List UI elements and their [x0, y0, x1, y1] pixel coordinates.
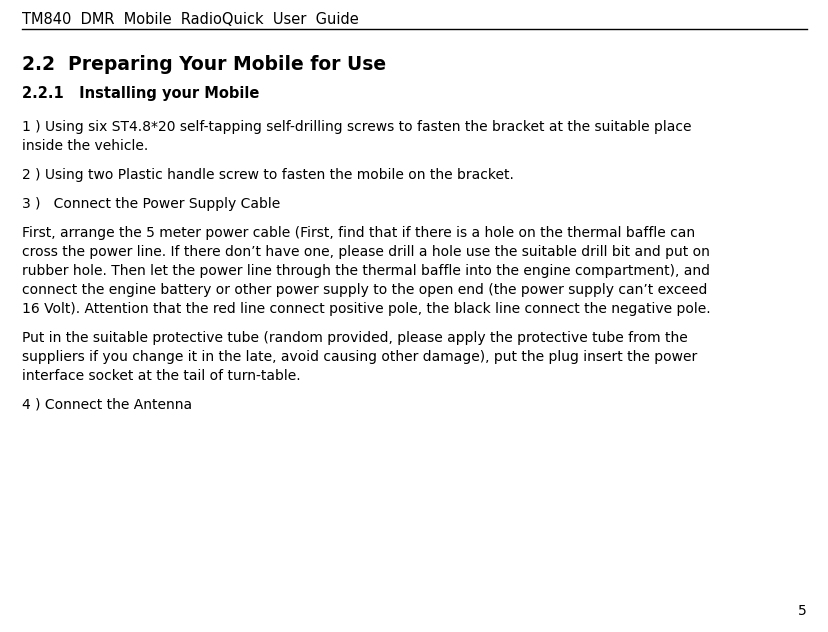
Text: Put in the suitable protective tube (random provided, please apply the protectiv: Put in the suitable protective tube (ran…: [22, 331, 687, 345]
Text: interface socket at the tail of turn-table.: interface socket at the tail of turn-tab…: [22, 369, 301, 383]
Text: 5: 5: [797, 604, 806, 618]
Text: 2 ) Using two Plastic handle screw to fasten the mobile on the bracket.: 2 ) Using two Plastic handle screw to fa…: [22, 168, 513, 182]
Text: inside the vehicle.: inside the vehicle.: [22, 139, 148, 153]
Text: cross the power line. If there don’t have one, please drill a hole use the suita: cross the power line. If there don’t hav…: [22, 245, 709, 259]
Text: First, arrange the 5 meter power cable (First, find that if there is a hole on t: First, arrange the 5 meter power cable (…: [22, 226, 695, 240]
Text: 16 Volt). Attention that the red line connect positive pole, the black line conn: 16 Volt). Attention that the red line co…: [22, 302, 710, 316]
Text: TM840  DMR  Mobile  RadioQuick  User  Guide: TM840 DMR Mobile RadioQuick User Guide: [22, 12, 359, 27]
Text: 4 ) Connect the Antenna: 4 ) Connect the Antenna: [22, 398, 192, 412]
Text: 3 )   Connect the Power Supply Cable: 3 ) Connect the Power Supply Cable: [22, 197, 280, 211]
Text: rubber hole. Then let the power line through the thermal baffle into the engine : rubber hole. Then let the power line thr…: [22, 264, 709, 278]
Text: connect the engine battery or other power supply to the open end (the power supp: connect the engine battery or other powe…: [22, 283, 706, 297]
Text: 1 ) Using six ST4.8*20 self-tapping self-drilling screws to fasten the bracket a: 1 ) Using six ST4.8*20 self-tapping self…: [22, 120, 691, 134]
Text: 2.2  Preparing Your Mobile for Use: 2.2 Preparing Your Mobile for Use: [22, 55, 386, 74]
Text: 2.2.1   Installing your Mobile: 2.2.1 Installing your Mobile: [22, 86, 259, 101]
Text: suppliers if you change it in the late, avoid causing other damage), put the plu: suppliers if you change it in the late, …: [22, 350, 696, 364]
